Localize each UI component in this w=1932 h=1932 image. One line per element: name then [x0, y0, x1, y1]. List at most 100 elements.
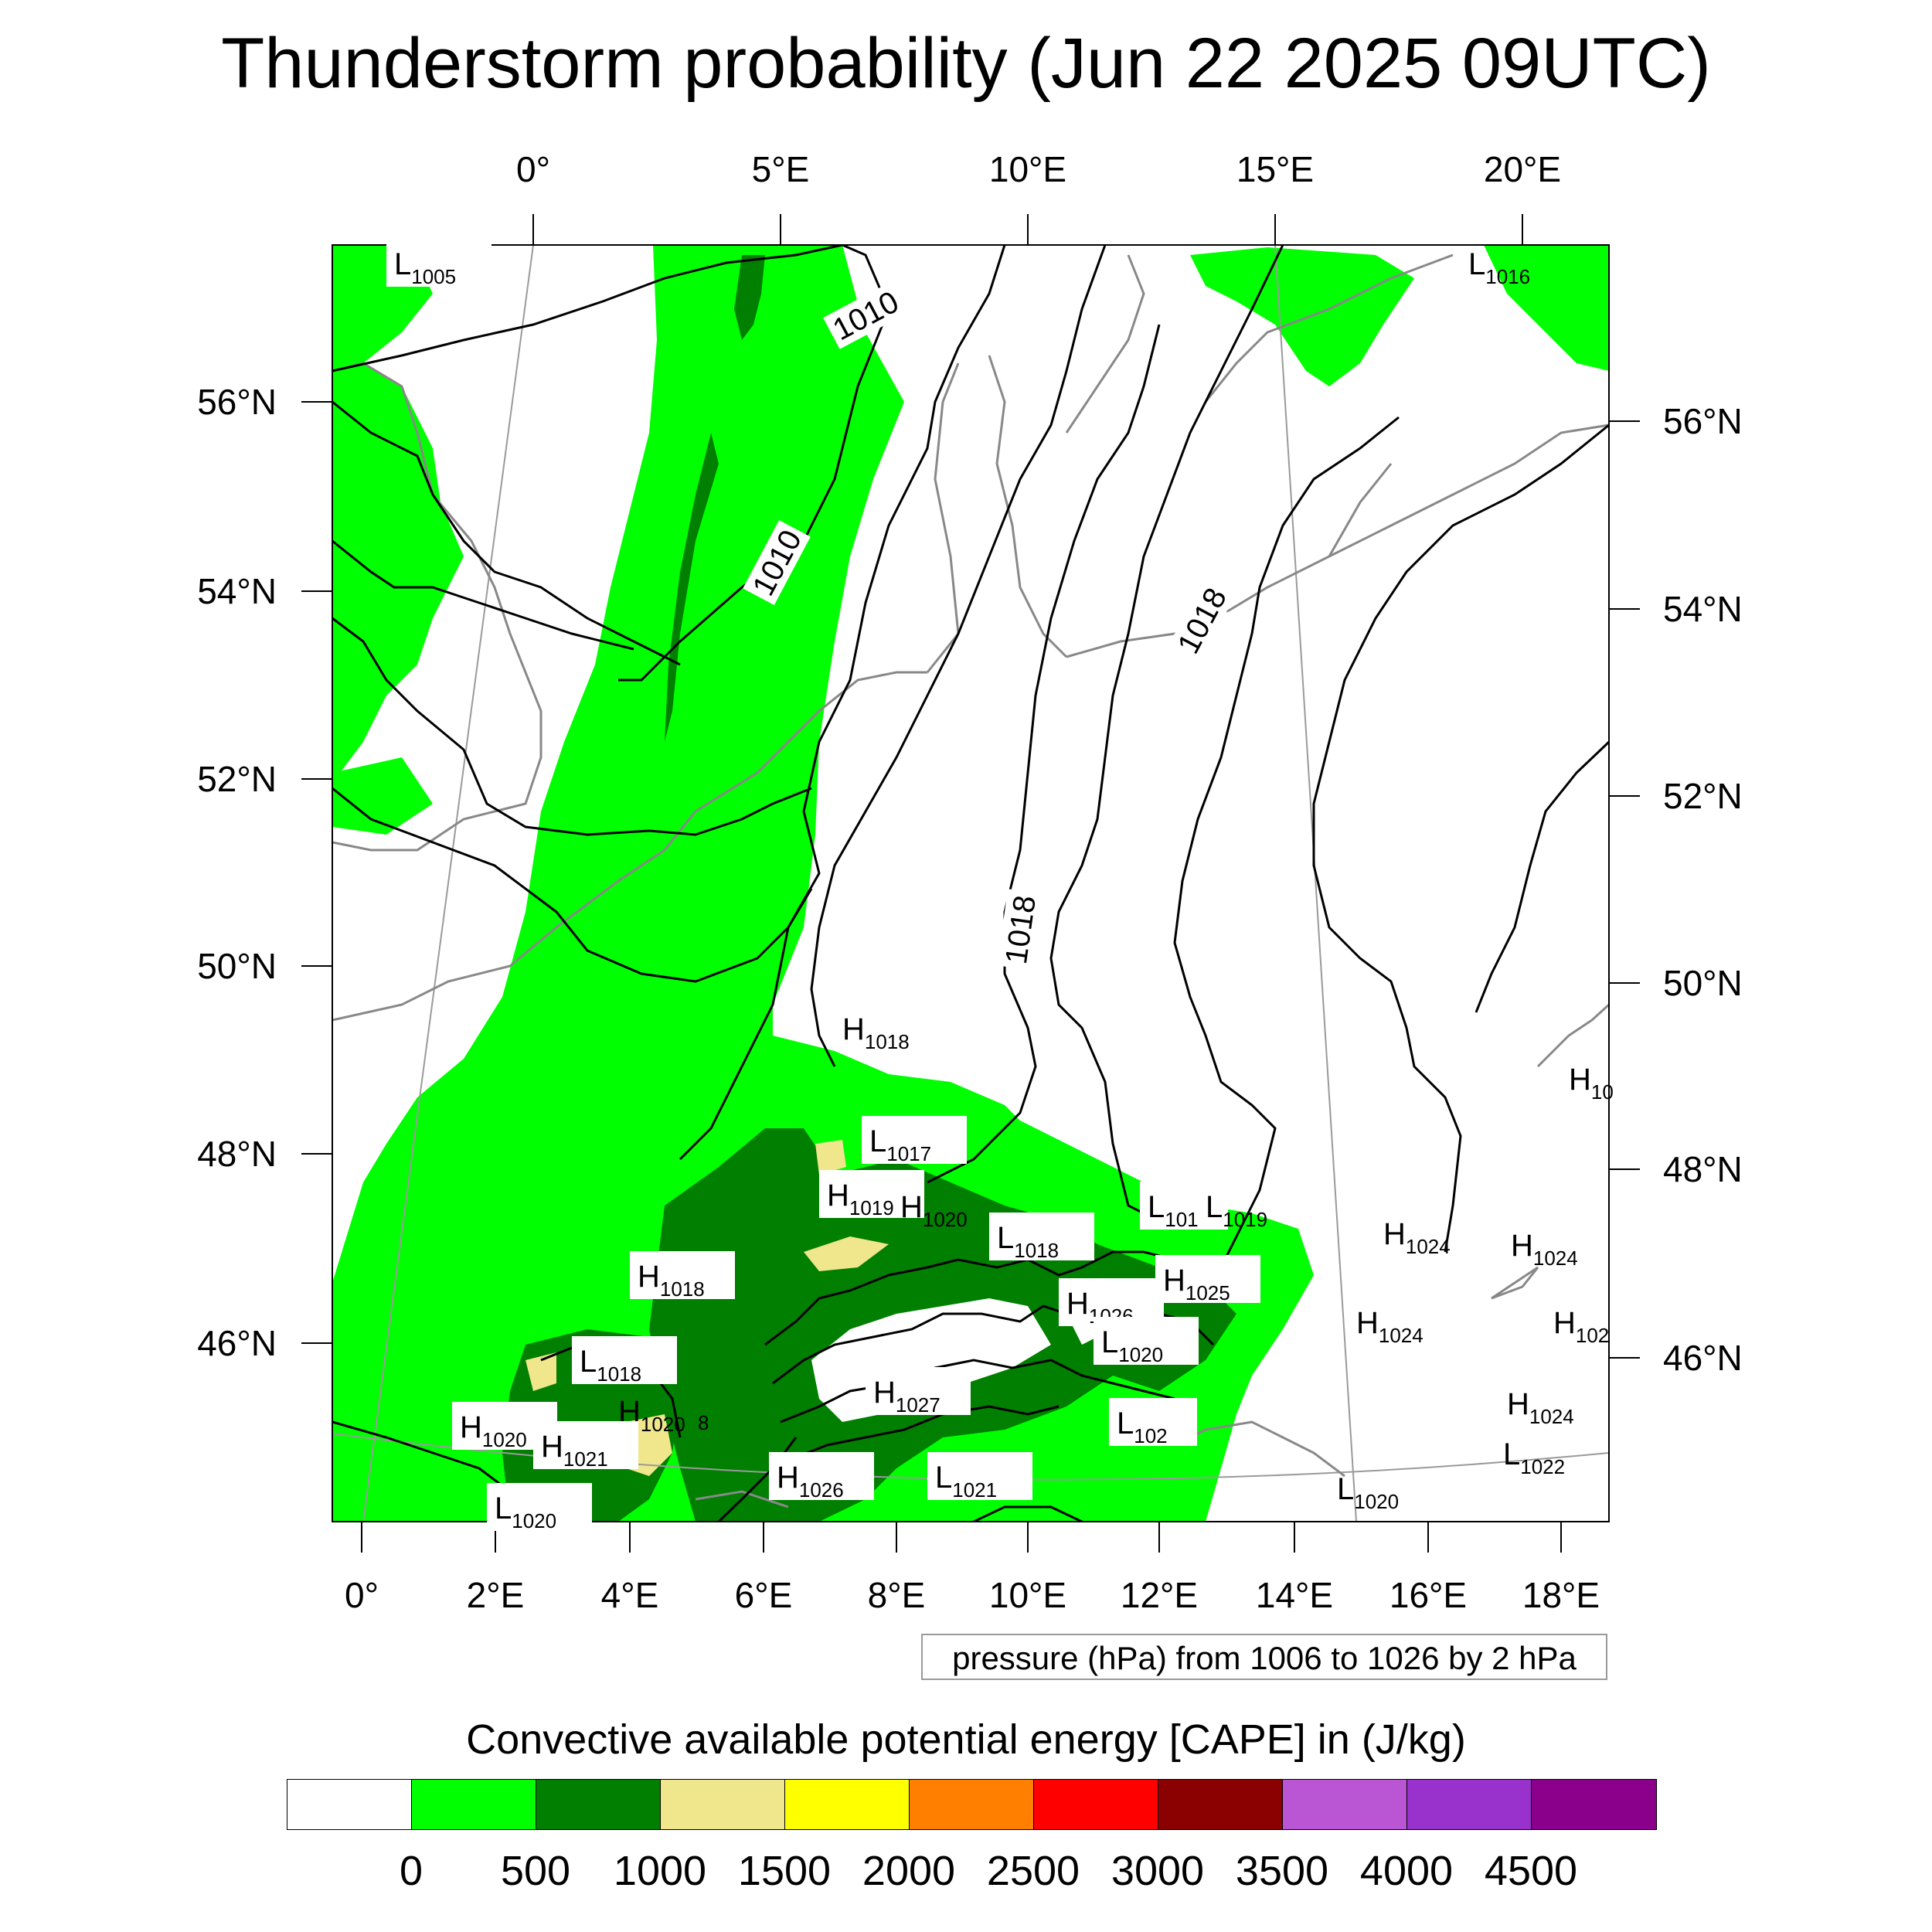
cape-area-nw2 — [332, 757, 433, 835]
low-pressure-center: L1019 — [1206, 1190, 1267, 1231]
cape-area-khaki-3 — [526, 1352, 556, 1391]
low-pressure-center: L1016 — [1468, 247, 1530, 288]
isobar-12 — [1312, 423, 1609, 1253]
right-lat-label: 52°N — [1663, 776, 1743, 816]
low-pressure-center: L1022 — [1503, 1437, 1565, 1478]
bottom-lon-label: 18°E — [1522, 1575, 1600, 1615]
bottom-lon-label: 4°E — [601, 1575, 659, 1615]
left-lat-label: 48°N — [197, 1134, 277, 1174]
right-lat-label: 46°N — [1663, 1338, 1743, 1378]
high-pressure-center: H1024 — [1383, 1217, 1451, 1258]
isobar-7 — [679, 245, 1006, 1161]
colorbar-segment — [412, 1780, 536, 1829]
colorbar-segment — [1034, 1780, 1158, 1829]
bottom-lon-label: 16°E — [1389, 1575, 1467, 1615]
colorbar-label: 0 — [399, 1848, 423, 1894]
cape-area-nw — [332, 245, 464, 773]
bottom-lon-label: 12°E — [1121, 1575, 1198, 1615]
pressure-center-box — [927, 1452, 1032, 1500]
colorbar-title: Convective available potential energy [C… — [466, 1716, 1466, 1763]
bottom-lon-label: 14°E — [1256, 1575, 1333, 1615]
left-lat-label: 54°N — [197, 571, 277, 611]
colorbar-segment — [1532, 1780, 1656, 1829]
meridian-0 — [362, 245, 534, 1522]
top-lon-label: 5°E — [752, 149, 810, 189]
pressure-center-fragment: 8 — [698, 1411, 709, 1434]
colorbar-segment — [661, 1780, 785, 1829]
coast-ligurian — [695, 1490, 789, 1509]
high-pressure-center: H1018 — [638, 1260, 705, 1301]
pressure-center-box — [630, 1251, 735, 1299]
colorbar-label: 3500 — [1235, 1848, 1329, 1894]
isobar-4 — [332, 539, 634, 651]
isobar-11 — [1173, 416, 1400, 1284]
isobar-alps-3 — [780, 1359, 1175, 1423]
high-pressure-center: H1020 — [460, 1410, 527, 1451]
cape-area-dark-green-north — [734, 255, 765, 340]
colorbar-label: 1000 — [613, 1848, 707, 1894]
left-lat-label: 52°N — [197, 759, 277, 799]
right-lat-label: 56°N — [1663, 401, 1743, 441]
coast-adriatic — [1174, 1420, 1345, 1478]
isobar-10 — [1049, 245, 1284, 1223]
colorbar-segment — [1283, 1780, 1407, 1829]
pressure-center-box — [1109, 1398, 1197, 1446]
left-lat-label: 46°N — [197, 1323, 277, 1363]
pressure-center-box — [386, 239, 492, 287]
pressure-center-box — [769, 1452, 874, 1500]
pressure-center-box — [533, 1421, 638, 1469]
right-lat-labels: 56°N 54°N 52°N 50°N 48°N 46°N — [1663, 401, 1743, 1378]
low-pressure-center: L1020 — [495, 1492, 556, 1532]
low-pressure-center: L1018 — [580, 1345, 641, 1386]
low-pressure-center: L101 — [1148, 1190, 1199, 1231]
top-lon-labels: 0° 5°E 10°E 15°E 20°E — [516, 149, 1561, 189]
pressure-center-box — [487, 1483, 592, 1531]
colorbar-label: 4000 — [1359, 1848, 1454, 1894]
top-lon-label: 10°E — [989, 149, 1066, 189]
high-pressure-center: H1027 — [873, 1376, 940, 1417]
isobar-label: 1018 — [1172, 583, 1234, 659]
coast-france-benelux — [332, 671, 927, 1022]
colorbar-label: 2500 — [986, 1848, 1080, 1894]
axis-ticks — [301, 214, 1640, 1553]
isobar-8 — [810, 245, 1107, 1067]
colorbar-segment — [536, 1780, 661, 1829]
colorbar-segment — [1407, 1780, 1532, 1829]
colorbar-label: 1500 — [737, 1848, 832, 1894]
bottom-lon-labels: 0° 2°E 4°E 6°E 8°E 10°E 12°E 14°E 16°E 1… — [345, 1575, 1600, 1615]
map-frame — [332, 244, 1610, 1522]
coastlines — [332, 253, 1609, 1509]
chart-title: Thunderstorm probability (Jun 22 2025 09… — [221, 24, 1711, 103]
coast-sweden-south — [1065, 254, 1145, 434]
isobar-5 — [332, 617, 812, 836]
low-pressure-center: L102 — [1117, 1406, 1168, 1447]
top-lon-label: 0° — [516, 149, 550, 189]
low-pressure-center: L1021 — [935, 1461, 997, 1502]
cape-area-ne2 — [1190, 247, 1414, 386]
coast-denmark — [926, 362, 960, 673]
right-lat-label: 50°N — [1663, 963, 1743, 1003]
colorbar-segment — [785, 1780, 910, 1829]
bottom-lon-label: 6°E — [735, 1575, 793, 1615]
pressure-center-box — [989, 1213, 1094, 1260]
bottom-lon-label: 10°E — [989, 1575, 1066, 1615]
top-lon-label: 20°E — [1484, 149, 1561, 189]
high-pressure-center: H1024 — [1356, 1306, 1423, 1347]
pressure-center-box — [1140, 1182, 1228, 1230]
pressure-center-box — [862, 1116, 967, 1164]
pressure-center-box — [1094, 1317, 1199, 1365]
high-pressure-center: H1021 — [541, 1430, 608, 1471]
isobar-bottom — [973, 1505, 1083, 1522]
high-pressure-center: H1024 — [1511, 1229, 1578, 1270]
pressure-center-box — [1155, 1255, 1260, 1303]
high-pressure-center: H1020 — [900, 1190, 968, 1231]
colorbar-label: 500 — [500, 1848, 571, 1894]
colorbar-label: 2000 — [862, 1848, 956, 1894]
isobar-13 — [1475, 740, 1609, 1013]
bottom-lon-label: 8°E — [868, 1575, 926, 1615]
meridian-15e — [1274, 245, 1357, 1522]
left-lat-label: 56°N — [197, 382, 277, 422]
top-lon-label: 15°E — [1236, 149, 1314, 189]
